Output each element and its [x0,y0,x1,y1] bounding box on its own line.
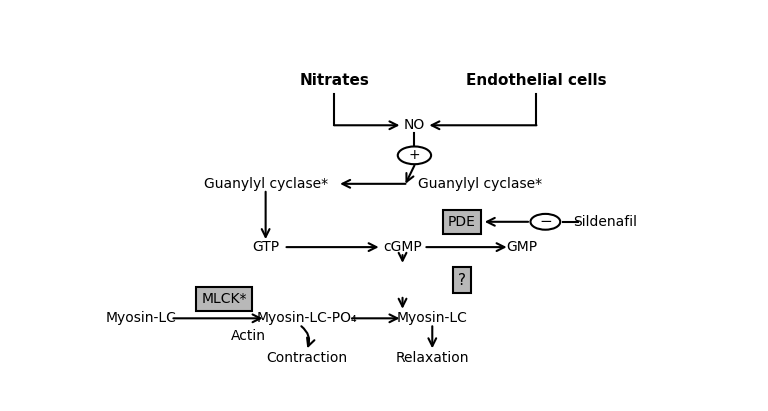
Text: Guanylyl cyclase*: Guanylyl cyclase* [204,177,328,191]
Text: Sildenafil: Sildenafil [573,215,637,229]
Text: MLCK*: MLCK* [201,292,247,306]
Text: Myosin-LC-PO₄: Myosin-LC-PO₄ [257,311,358,326]
Text: Relaxation: Relaxation [396,351,469,365]
Text: Guanylyl cyclase*: Guanylyl cyclase* [418,177,542,191]
Text: Myosin-LC: Myosin-LC [397,311,468,326]
Text: Contraction: Contraction [266,351,348,365]
Text: Endothelial cells: Endothelial cells [466,74,607,88]
Text: ?: ? [458,273,466,288]
Text: +: + [409,148,420,162]
Text: GTP: GTP [252,240,280,254]
Text: Actin: Actin [230,329,266,343]
Text: PDE: PDE [448,215,476,229]
Text: Myosin-LC: Myosin-LC [105,311,176,326]
Text: GMP: GMP [506,240,537,254]
Text: NO: NO [404,118,425,132]
Text: cGMP: cGMP [383,240,422,254]
Text: −: − [539,214,551,229]
Text: Nitrates: Nitrates [300,74,369,88]
